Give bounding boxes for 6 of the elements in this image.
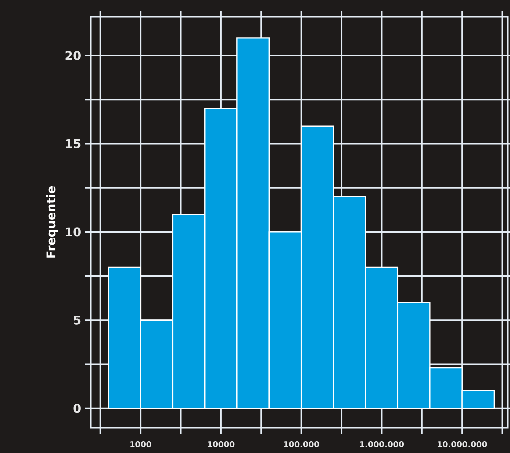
y-tick-label: 20 bbox=[66, 51, 81, 60]
y-tick-label: 15 bbox=[66, 140, 81, 148]
y-tick-label: 10 bbox=[66, 228, 81, 237]
y-tick-label: 5 bbox=[74, 316, 81, 325]
y-tick-label: 0 bbox=[74, 404, 81, 414]
y-axis-title: Frequentie bbox=[46, 186, 58, 258]
